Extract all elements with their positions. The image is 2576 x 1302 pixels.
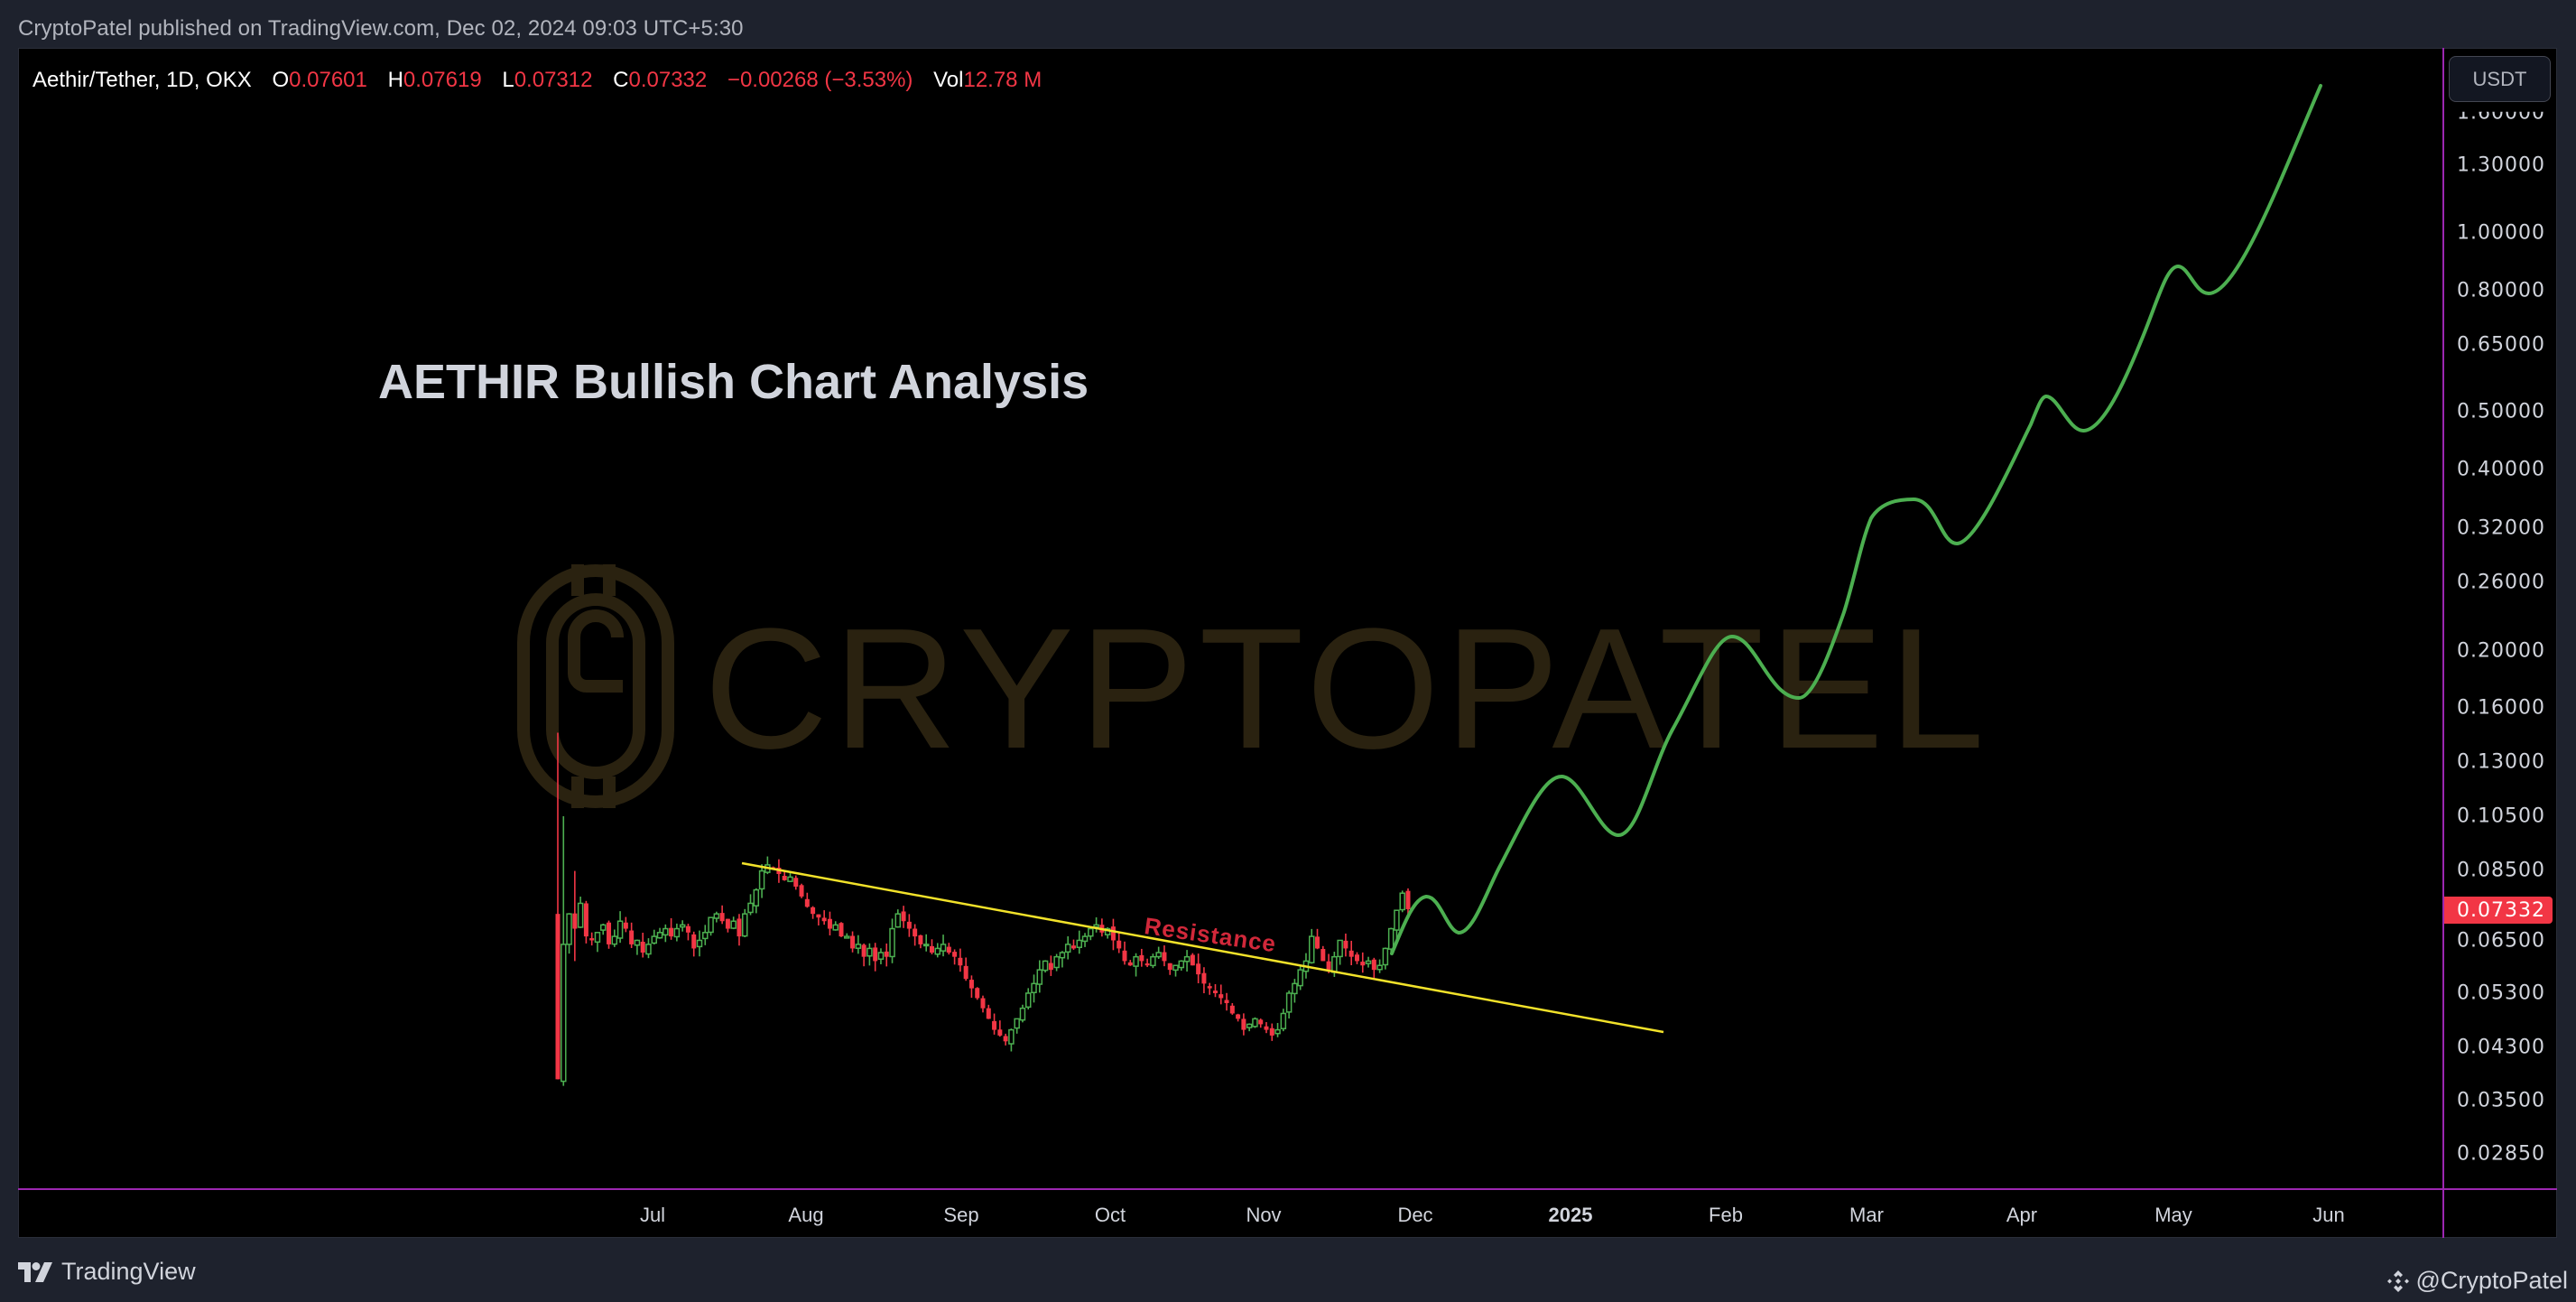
price-tick: 1.60000 (2457, 101, 2545, 125)
price-tick: 0.05300 (2457, 981, 2545, 1005)
price-tick: 0.80000 (2457, 279, 2545, 302)
time-tick: 2025 (1548, 1204, 1593, 1226)
legend-open-value: 0.07601 (289, 68, 367, 92)
legend-close-label: C (613, 68, 629, 92)
legend-vol-label: Vol (933, 68, 964, 92)
tradingview-logo-icon (18, 1261, 52, 1282)
price-tick: 0.65000 (2457, 333, 2545, 357)
published-header: CryptoPatel published on TradingView.com… (18, 16, 744, 41)
time-tick: Apr (2006, 1204, 2038, 1226)
chart-title[interactable]: AETHIR Bullish Chart Analysis (378, 355, 1089, 409)
price-tick: 0.50000 (2457, 400, 2545, 423)
legend-high-value: 0.07619 (403, 68, 482, 92)
candlestick-series (555, 732, 1411, 1086)
author-handle[interactable]: @CryptoPatel (2386, 1267, 2568, 1295)
time-tick: Mar (1849, 1204, 1884, 1226)
time-tick: Aug (788, 1204, 824, 1226)
price-tick: 0.13000 (2457, 750, 2545, 774)
price-tick: 0.16000 (2457, 696, 2545, 720)
symbol-legend: Aethir/Tether, 1D, OKX O0.07601 H0.07619… (32, 68, 1042, 93)
price-tick: 1.30000 (2457, 153, 2545, 177)
tradingview-logo[interactable]: TradingView (18, 1258, 196, 1286)
price-tick: 1.00000 (2457, 221, 2545, 245)
price-tick: 0.08500 (2457, 859, 2545, 882)
price-tick: 0.40000 (2457, 458, 2545, 481)
time-tick: Feb (1709, 1204, 1743, 1226)
price-tick: 0.32000 (2457, 516, 2545, 540)
time-tick: Nov (1246, 1204, 1282, 1226)
price-tick: 0.02850 (2457, 1142, 2545, 1166)
price-tick: 0.04300 (2457, 1036, 2545, 1059)
watermark-text: CRYPTOPATEL (704, 593, 1990, 785)
currency-button[interactable]: USDT (2449, 56, 2551, 102)
price-tick: 0.10500 (2457, 804, 2545, 828)
time-tick: Oct (1094, 1204, 1126, 1226)
time-tick: Jul (639, 1204, 666, 1226)
chart-pane[interactable] (18, 48, 2557, 1238)
price-tick: 0.03500 (2457, 1089, 2545, 1112)
legend-symbol[interactable]: Aethir/Tether, 1D, OKX (32, 68, 252, 92)
time-tick: May (2154, 1204, 2192, 1226)
price-tick: 0.06500 (2457, 929, 2545, 953)
time-tick: Dec (1397, 1204, 1433, 1226)
binance-diamond-icon (2386, 1269, 2409, 1292)
time-tick: Jun (2312, 1204, 2345, 1226)
time-tick: Sep (943, 1204, 979, 1226)
legend-low-value: 0.07312 (514, 68, 593, 92)
legend-high-label: H (387, 68, 403, 92)
legend-close-value: 0.07332 (628, 68, 708, 92)
projection-path[interactable] (1390, 84, 2322, 955)
legend-change: −0.00268 (−3.53%) (727, 68, 913, 92)
legend-low-label: L (502, 68, 514, 92)
legend-vol-value: 12.78 M (963, 68, 1042, 92)
tradingview-brand: TradingView (61, 1258, 196, 1285)
legend-open-label: O (272, 68, 290, 92)
price-tick: 0.20000 (2457, 639, 2545, 663)
resistance-trendline[interactable] (741, 861, 1664, 1034)
watermark-logo-icon (517, 564, 674, 808)
price-tick: 0.26000 (2457, 571, 2545, 594)
author-name: @CryptoPatel (2415, 1267, 2568, 1294)
last-price-badge: 0.07332 (2444, 897, 2553, 924)
